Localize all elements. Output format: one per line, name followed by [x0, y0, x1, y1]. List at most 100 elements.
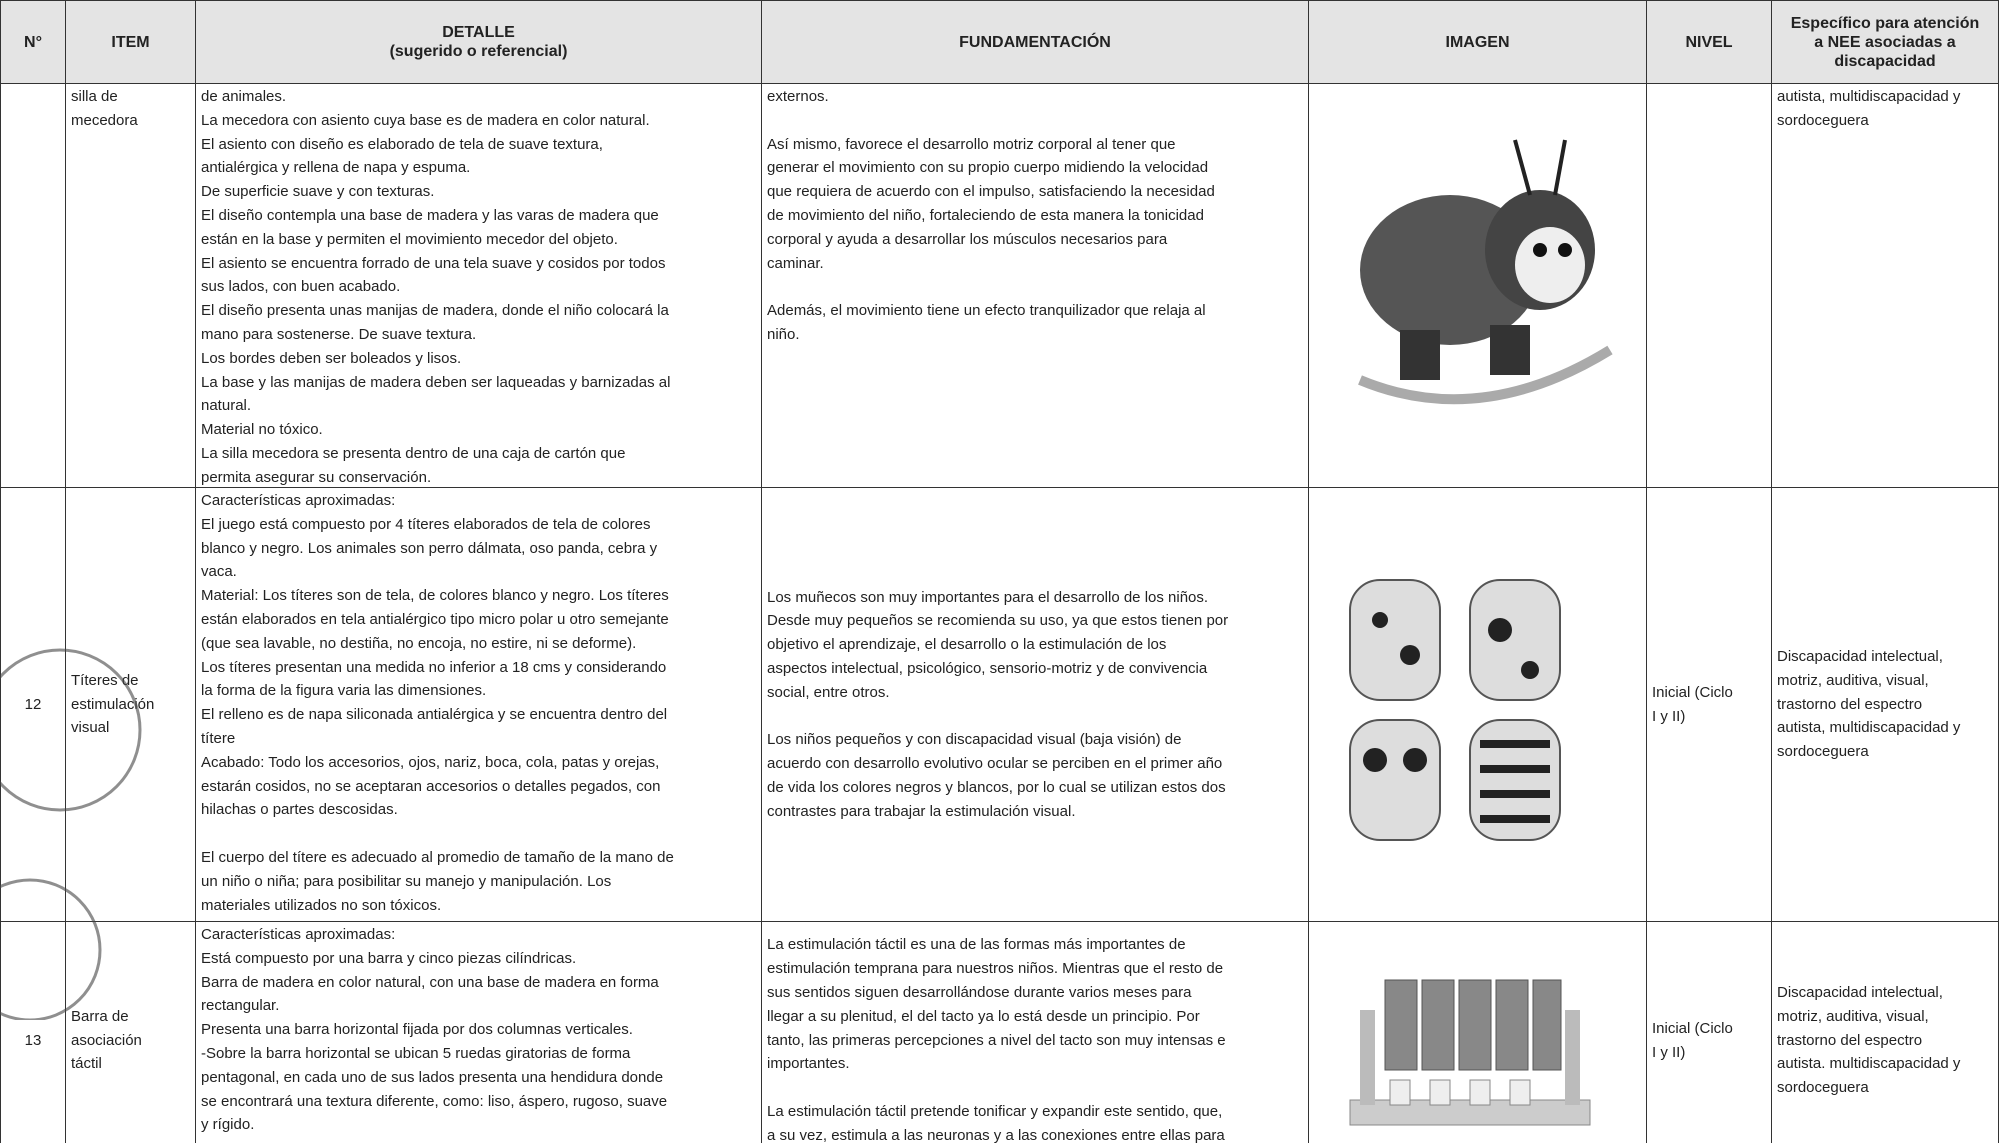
text-line: objetivo el aprendizaje, el desarrollo o… [767, 636, 1167, 654]
especifico-cell: Discapacidad intelectual, motriz, auditiv… [1772, 488, 1999, 922]
paragraph: Así mismo, favorece el desarrollo motriz… [767, 133, 1303, 276]
image-cell [1309, 84, 1647, 488]
text-line: hilachas o partes descosidas. [201, 801, 398, 819]
text-line: La base y las manijas de madera deben se… [201, 373, 671, 391]
especifico-cell: Discapacidad intelectual, motriz, auditiv… [1772, 922, 1999, 1143]
text-line: Material no tóxico. [201, 421, 323, 439]
text-line: externos. [767, 88, 829, 105]
text-line: sus sentidos siguen desarrollándose dura… [767, 984, 1192, 1001]
text-line: Inicial (Ciclo [1652, 683, 1733, 701]
text-line: social, entre otros. [767, 683, 890, 701]
header-text: DETALLE [442, 24, 515, 41]
header-text: a NEE asociadas a [1814, 33, 1956, 51]
text-line: pentagonal, en cada uno de sus lados pre… [201, 1068, 664, 1086]
paragraph: Los niños pequeños y con discapacidad vi… [767, 728, 1303, 823]
paragraph: La estimulación táctil pretende tonifica… [767, 1100, 1303, 1143]
paragraph: de animales. La mecedora con asiento cuya… [201, 85, 756, 487]
header-cell: NIVEL [1647, 0, 1772, 84]
text-line: importantes. [767, 1055, 850, 1073]
text-line: (que sea lavable, no destiña, no encoja,… [201, 634, 637, 652]
text-line: sus lados, con buen acabado. [201, 278, 401, 296]
text-line: De superficie suave y con texturas. [201, 183, 435, 201]
text-line: estimulación temprana para nuestros niño… [767, 960, 1224, 978]
text-line: aspectos intelectual, psicológico, senso… [767, 659, 1208, 677]
header-text: (sugerido o referencial) [389, 43, 568, 60]
text-line: El asiento con diseño es elaborado de te… [201, 135, 603, 153]
text-line: Títeres de [71, 671, 139, 689]
text-line: y rígido. [201, 1116, 255, 1134]
fundamentacion-cell: La estimulación táctil es una de las for… [762, 922, 1309, 1143]
text-line: I y II) [1652, 707, 1686, 725]
paragraph: El cuerpo del títere es adecuado al prom… [201, 846, 756, 917]
text-line: 13 [24, 1031, 42, 1049]
text-line: sordoceguera [1777, 1079, 1869, 1097]
header-text: IMAGEN [1445, 33, 1510, 51]
text-line: permita asegurar su conservación. [201, 468, 432, 486]
nivel-cell: Inicial (Ciclo I y II) [1647, 488, 1772, 922]
text-line: Desde muy pequeños se recomienda su uso,… [767, 612, 1229, 630]
puppets-image [1349, 579, 1561, 841]
text-line: Los títeres presentan una medida no infe… [201, 658, 667, 676]
header-cell: Específico para atención a NEE asociadas … [1772, 0, 1999, 84]
text-line: caminar. [767, 254, 824, 272]
text-line: motriz, auditiva, visual, [1777, 671, 1929, 689]
text-line: La estimulación táctil pretende tonifica… [767, 1102, 1223, 1120]
text-line: Barra de madera en color natural, con un… [201, 973, 659, 991]
text-line: Características aproximadas: [201, 492, 396, 509]
stamps [0, 648, 142, 1020]
text-line: autista, multidiscapacidad y [1777, 719, 1961, 737]
header-cell: DETALLE (sugerido o referencial) [196, 0, 762, 84]
text-line: corporal y ayuda a desarrollar los múscu… [767, 230, 1168, 248]
text-line: vaca. [201, 563, 237, 581]
text-line: Los muñecos son muy importantes para el … [767, 588, 1209, 606]
text-line: de vida los colores negros y blancos, po… [767, 778, 1226, 796]
text-line: visual [71, 719, 110, 737]
text-line: sordoceguera [1777, 111, 1869, 129]
text-line: niño. [767, 325, 800, 343]
text-line: Presenta una barra horizontal fijada por… [201, 1021, 633, 1039]
text-line: Barra de [71, 1007, 129, 1025]
text-line: El asiento se encuentra forrado de una t… [201, 254, 666, 272]
text-line: Discapacidad intelectual, [1777, 648, 1943, 665]
paragraph: Características aproximadas: Está compues… [201, 923, 756, 1137]
paragraph: Características aproximadas: El juego est… [201, 489, 756, 822]
header-cell: IMAGEN [1309, 0, 1647, 84]
header-text: Específico para atención [1790, 14, 1980, 32]
text-line: El relleno es de napa siliconada antialé… [201, 706, 668, 724]
image-cell [1309, 922, 1647, 1143]
paragraph: La estimulación táctil es una de las for… [767, 933, 1303, 1076]
text-line: silla de [71, 88, 118, 105]
text-line: La mecedora con asiento cuya base es de … [201, 111, 650, 129]
text-line: asociación [71, 1031, 142, 1049]
text-line: Así mismo, favorece el desarrollo motriz… [767, 135, 1176, 153]
text-line: Inicial (Ciclo [1652, 1019, 1733, 1037]
fundamentacion-cell: externos. Así mismo, favorece el desarrol… [762, 84, 1309, 488]
text-line: Discapacidad intelectual, [1777, 984, 1943, 1001]
text-line: Los bordes deben ser boleados y lisos. [201, 349, 462, 367]
text-line: tanto, las primeras percepciones a nivel… [767, 1031, 1226, 1049]
paragraph: externos. [767, 85, 1303, 109]
text-line: a su vez, estimula a las neuronas y a la… [767, 1126, 1225, 1143]
text-line: que requiera de acuerdo con el impulso, … [767, 183, 1215, 201]
text-line: sordoceguera [1777, 743, 1869, 761]
text-line: blanco y negro. Los animales son perro d… [201, 539, 658, 557]
item-cell: Barra de asociación táctil [66, 922, 196, 1143]
header-text: discapacidad [1834, 52, 1936, 70]
text-line: materiales utilizados no son tóxicos. [201, 896, 442, 914]
text-line: contrastes para trabajar la estimulación… [767, 802, 1076, 820]
text-line: llegar a su plenitud, el del tacto ya lo… [767, 1007, 1200, 1025]
text-line: antialérgica y rellena de napa y espuma. [201, 159, 471, 177]
text-line: rectangular. [201, 997, 280, 1015]
number-cell: 12 [0, 488, 66, 922]
text-line: El diseño contempla una base de madera y… [201, 206, 659, 224]
paragraph: Los muñecos son muy importantes para el … [767, 586, 1303, 705]
text-line: I y II) [1652, 1043, 1686, 1061]
text-line: están en la base y permiten el movimient… [201, 230, 618, 248]
text-line: 12 [24, 695, 42, 713]
tactile-bar-image [1349, 979, 1591, 1126]
text-line: autista. multidiscapacidad y [1777, 1055, 1961, 1073]
header-text: ITEM [111, 33, 150, 51]
text-line: están elaborados en tela antialérgico ti… [201, 610, 669, 628]
text-line: Características aproximadas: [201, 926, 396, 943]
text-line: Además, el movimiento tiene un efecto tr… [767, 302, 1206, 320]
